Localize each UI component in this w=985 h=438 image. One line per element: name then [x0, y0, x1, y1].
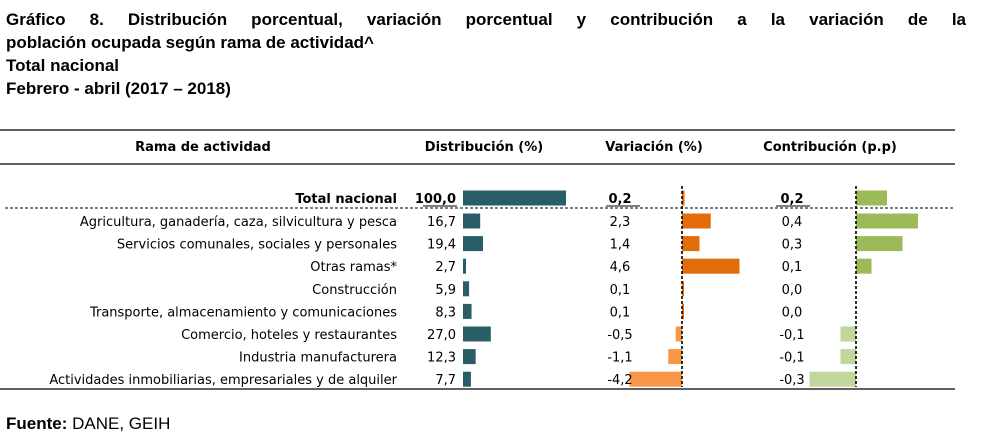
row-2-variacion-value: 4,6	[610, 260, 631, 275]
chart-title: Gráfico 8. Distribución porcentual, vari…	[6, 8, 966, 100]
total-contribucion-value: 0,2	[780, 192, 803, 207]
row-0-distribucion-bar	[463, 213, 481, 229]
row-6-variacion-value: -1,1	[607, 351, 632, 366]
row-1-variacion-bar	[682, 236, 700, 252]
source-note: Fuente: DANE, GEIH	[6, 414, 170, 434]
row-4-variacion-bar	[682, 303, 684, 319]
header-variacion: Variación (%)	[605, 140, 703, 155]
row-0-variacion-value: 2,3	[610, 215, 631, 230]
row-6-contribucion-value: -0,1	[779, 351, 804, 366]
row-3-variacion-bar	[682, 281, 684, 297]
header-rama: Rama de actividad	[135, 140, 271, 155]
row-4-distribucion-bar	[463, 303, 472, 319]
row-4-variacion-value: 0,1	[610, 305, 631, 320]
row-7-distribucion-value: 7,7	[435, 373, 456, 388]
distribution-chart: Rama de actividad Distribución (%) Varia…	[0, 129, 955, 390]
row-1-variacion-value: 1,4	[610, 238, 631, 253]
row-0-contribucion-value: 0,4	[782, 215, 803, 230]
header-contribucion: Contribución (p.p)	[763, 140, 897, 155]
row-7-variacion-value: -4,2	[607, 373, 632, 388]
total-variacion-value: 0,2	[608, 192, 631, 207]
row-2-variacion-bar	[682, 258, 740, 274]
row-0-variacion-bar	[682, 213, 711, 229]
row-2-distribucion-value: 2,7	[435, 260, 456, 275]
row-0-contribucion-bar	[856, 213, 918, 229]
total-distribucion-bar	[463, 190, 566, 206]
title-line-4: Febrero - abril (2017 – 2018)	[6, 79, 231, 98]
row-7-contribucion-value: -0,3	[779, 373, 804, 388]
row-5-label: Comercio, hoteles y restaurantes	[181, 328, 397, 343]
row-3-contribucion-value: 0,0	[782, 283, 803, 298]
row-5-distribucion-value: 27,0	[427, 328, 456, 343]
row-6-distribucion-value: 12,3	[427, 351, 456, 366]
total-label: Total nacional	[295, 192, 397, 207]
row-3-label: Construcción	[312, 283, 397, 298]
row-6-label: Industria manufacturera	[239, 351, 397, 366]
row-2-distribucion-bar	[463, 258, 466, 274]
row-4-label: Transporte, almacenamiento y comunicacio…	[89, 305, 397, 320]
row-2-contribucion-bar	[856, 258, 872, 274]
title-line-3: Total nacional	[6, 56, 120, 75]
header-distribucion: Distribución (%)	[425, 140, 543, 155]
source-label: Fuente:	[6, 414, 68, 433]
title-line-2: población ocupada según rama de activida…	[6, 33, 374, 52]
zero-axes-layer	[681, 186, 857, 387]
total-contribucion-bar	[856, 190, 887, 206]
row-5-contribucion-bar	[840, 326, 856, 342]
labels-layer: Total nacional 100,0 0,2 0,2 Agricultura, ga…	[49, 192, 810, 388]
row-5-variacion-bar	[675, 326, 682, 342]
row-0-label: Agricultura, ganadería, caza, silvicultu…	[80, 215, 397, 230]
row-1-label: Servicios comunales, sociales y personal…	[117, 238, 397, 253]
row-7-variacion-bar	[629, 371, 682, 387]
row-7-distribucion-bar	[463, 371, 471, 387]
row-0-distribucion-value: 16,7	[427, 215, 456, 230]
source-text: DANE, GEIH	[67, 414, 171, 433]
row-7-contribucion-bar	[809, 371, 856, 387]
bars-layer	[463, 190, 918, 387]
row-6-variacion-bar	[668, 349, 682, 365]
row-1-distribucion-value: 19,4	[427, 238, 456, 253]
row-1-distribucion-bar	[463, 236, 483, 252]
row-6-distribucion-bar	[463, 349, 476, 365]
row-1-contribucion-value: 0,3	[782, 238, 803, 253]
title-line-1: Gráfico 8. Distribución porcentual, vari…	[6, 10, 966, 29]
row-5-contribucion-value: -0,1	[779, 328, 804, 343]
row-7-label: Actividades inmobiliarias, empresariales…	[49, 373, 397, 388]
row-5-variacion-value: -0,5	[607, 328, 632, 343]
row-4-contribucion-value: 0,0	[782, 305, 803, 320]
row-6-contribucion-bar	[840, 349, 856, 365]
row-3-variacion-value: 0,1	[610, 283, 631, 298]
row-2-label: Otras ramas*	[310, 260, 397, 275]
total-distribucion-value: 100,0	[415, 192, 456, 207]
row-1-contribucion-bar	[856, 236, 903, 252]
total-variacion-bar	[682, 190, 685, 206]
row-5-distribucion-bar	[463, 326, 491, 342]
row-2-contribucion-value: 0,1	[782, 260, 803, 275]
row-3-distribucion-bar	[463, 281, 470, 297]
row-3-distribucion-value: 5,9	[435, 283, 456, 298]
row-4-distribucion-value: 8,3	[435, 305, 456, 320]
